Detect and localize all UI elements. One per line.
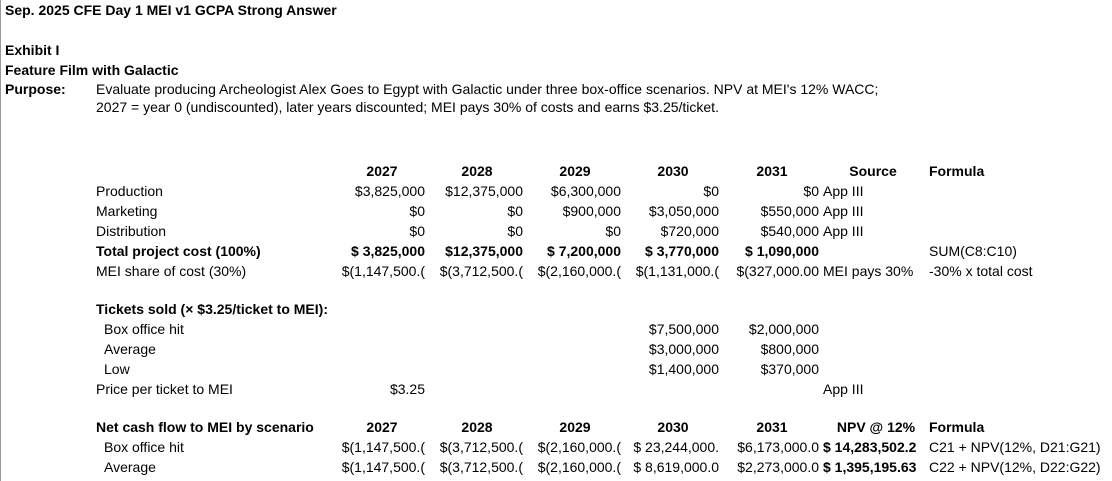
row-label: Average bbox=[104, 341, 156, 357]
row-label: Box office hit bbox=[104, 321, 184, 337]
year-header: 2031 bbox=[756, 163, 788, 179]
value-cell: $12,375,000 bbox=[445, 243, 523, 259]
value-cell: $(2,160,000.( bbox=[537, 439, 621, 455]
value-cell: $0 bbox=[507, 203, 523, 219]
value-cell: $(3,712,500.( bbox=[439, 439, 523, 455]
purpose-label: Purpose: bbox=[5, 81, 66, 97]
value-cell: $ 3,825,000 bbox=[351, 243, 425, 259]
row-label: Production bbox=[96, 183, 163, 199]
exhibit: Exhibit I bbox=[5, 42, 60, 58]
value-cell: $(327,000.00 bbox=[736, 263, 819, 279]
year-header: 2031 bbox=[756, 419, 788, 435]
value-cell: $6,300,000 bbox=[550, 183, 621, 199]
value-cell: $3,825,000 bbox=[354, 183, 425, 199]
value-cell: $550,000 bbox=[760, 203, 819, 219]
section-heading: Net cash flow to MEI by scenario bbox=[96, 419, 314, 435]
section-heading: Tickets sold (× $3.25/ticket to MEI): bbox=[96, 301, 328, 317]
value-cell: $12,375,000 bbox=[445, 183, 523, 199]
value-cell: $(1,147,500.( bbox=[341, 263, 425, 279]
npv-cell: $ 14,283,502.2 bbox=[823, 439, 917, 455]
row-label: Low bbox=[104, 361, 130, 377]
value-cell: $2,000,000 bbox=[748, 321, 819, 337]
value-cell: $0 bbox=[803, 183, 819, 199]
formula-header: Formula bbox=[929, 419, 985, 435]
value-cell: $(1,147,500.( bbox=[341, 439, 425, 455]
row-label: Distribution bbox=[96, 223, 167, 239]
row-label: MEI share of cost (30%) bbox=[96, 263, 247, 279]
value-cell: $720,000 bbox=[660, 223, 719, 239]
value-cell: $7,500,000 bbox=[648, 321, 719, 337]
purpose-text: 2027 = year 0 (undiscounted), later year… bbox=[96, 99, 719, 115]
source-cell: App III bbox=[823, 183, 864, 199]
value-cell: $ 1,090,000 bbox=[745, 243, 819, 259]
value-cell: $6,173,000.0 bbox=[737, 439, 819, 455]
formula-header: Formula bbox=[929, 163, 985, 179]
year-header: 2030 bbox=[657, 419, 689, 435]
year-header: 2029 bbox=[559, 419, 591, 435]
value-cell: $0 bbox=[605, 223, 621, 239]
year-header: 2028 bbox=[461, 163, 493, 179]
value-cell: $2,273,000.0 bbox=[737, 459, 819, 475]
subtitle: Feature Film with Galactic bbox=[5, 62, 179, 78]
value-cell: $3.25 bbox=[389, 381, 425, 397]
row-label: Box office hit bbox=[104, 439, 184, 455]
value-cell: $ 23,244,000. bbox=[633, 439, 719, 455]
source-cell: MEI pays 30% bbox=[823, 263, 914, 279]
value-cell: $ 8,619,000.0 bbox=[633, 459, 719, 475]
year-header: 2027 bbox=[366, 419, 398, 435]
year-header: 2028 bbox=[461, 419, 493, 435]
value-cell: $0 bbox=[703, 183, 719, 199]
value-cell: $0 bbox=[507, 223, 523, 239]
year-header: 2029 bbox=[559, 163, 591, 179]
value-cell: $0 bbox=[409, 203, 425, 219]
value-cell: $1,400,000 bbox=[648, 361, 719, 377]
row-label: Average bbox=[104, 459, 156, 475]
year-header: 2027 bbox=[366, 163, 398, 179]
source-cell: App III bbox=[823, 223, 864, 239]
value-cell: $(3,712,500.( bbox=[439, 263, 523, 279]
value-cell: $800,000 bbox=[760, 341, 819, 357]
formula-cell: C21 + NPV(12%, D21:G21) bbox=[929, 439, 1101, 455]
value-cell: $(2,160,000.( bbox=[537, 263, 621, 279]
value-cell: $540,000 bbox=[760, 223, 819, 239]
value-cell: $0 bbox=[409, 223, 425, 239]
npv-cell: $ 1,395,195.63 bbox=[823, 459, 917, 475]
value-cell: $(3,712,500.( bbox=[439, 459, 523, 475]
title: Sep. 2025 CFE Day 1 MEI v1 GCPA Strong A… bbox=[5, 2, 337, 18]
value-cell: $3,000,000 bbox=[648, 341, 719, 357]
row-label: Marketing bbox=[96, 203, 158, 219]
purpose-text: Evaluate producing Archeologist Alex Goe… bbox=[96, 81, 879, 97]
formula-cell: C22 + NPV(12%, D22:G22) bbox=[929, 459, 1101, 475]
formula-cell: SUM(C8:C10) bbox=[929, 243, 1017, 259]
value-cell: $(1,131,000.( bbox=[635, 263, 719, 279]
value-cell: $900,000 bbox=[562, 203, 621, 219]
formula-cell: -30% x total cost bbox=[929, 263, 1033, 279]
value-cell: $ 7,200,000 bbox=[547, 243, 621, 259]
value-cell: $ 3,770,000 bbox=[645, 243, 719, 259]
source-cell: App III bbox=[823, 203, 864, 219]
source-header: Source bbox=[849, 163, 897, 179]
value-cell: $(1,147,500.( bbox=[341, 459, 425, 475]
row-label: Price per ticket to MEI bbox=[96, 381, 233, 397]
value-cell: $(2,160,000.( bbox=[537, 459, 621, 475]
npv-header: NPV @ 12% bbox=[836, 419, 916, 435]
year-header: 2030 bbox=[657, 163, 689, 179]
value-cell: $370,000 bbox=[760, 361, 819, 377]
source-cell: App III bbox=[823, 381, 864, 397]
row-label: Total project cost (100%) bbox=[96, 243, 261, 259]
value-cell: $3,050,000 bbox=[648, 203, 719, 219]
